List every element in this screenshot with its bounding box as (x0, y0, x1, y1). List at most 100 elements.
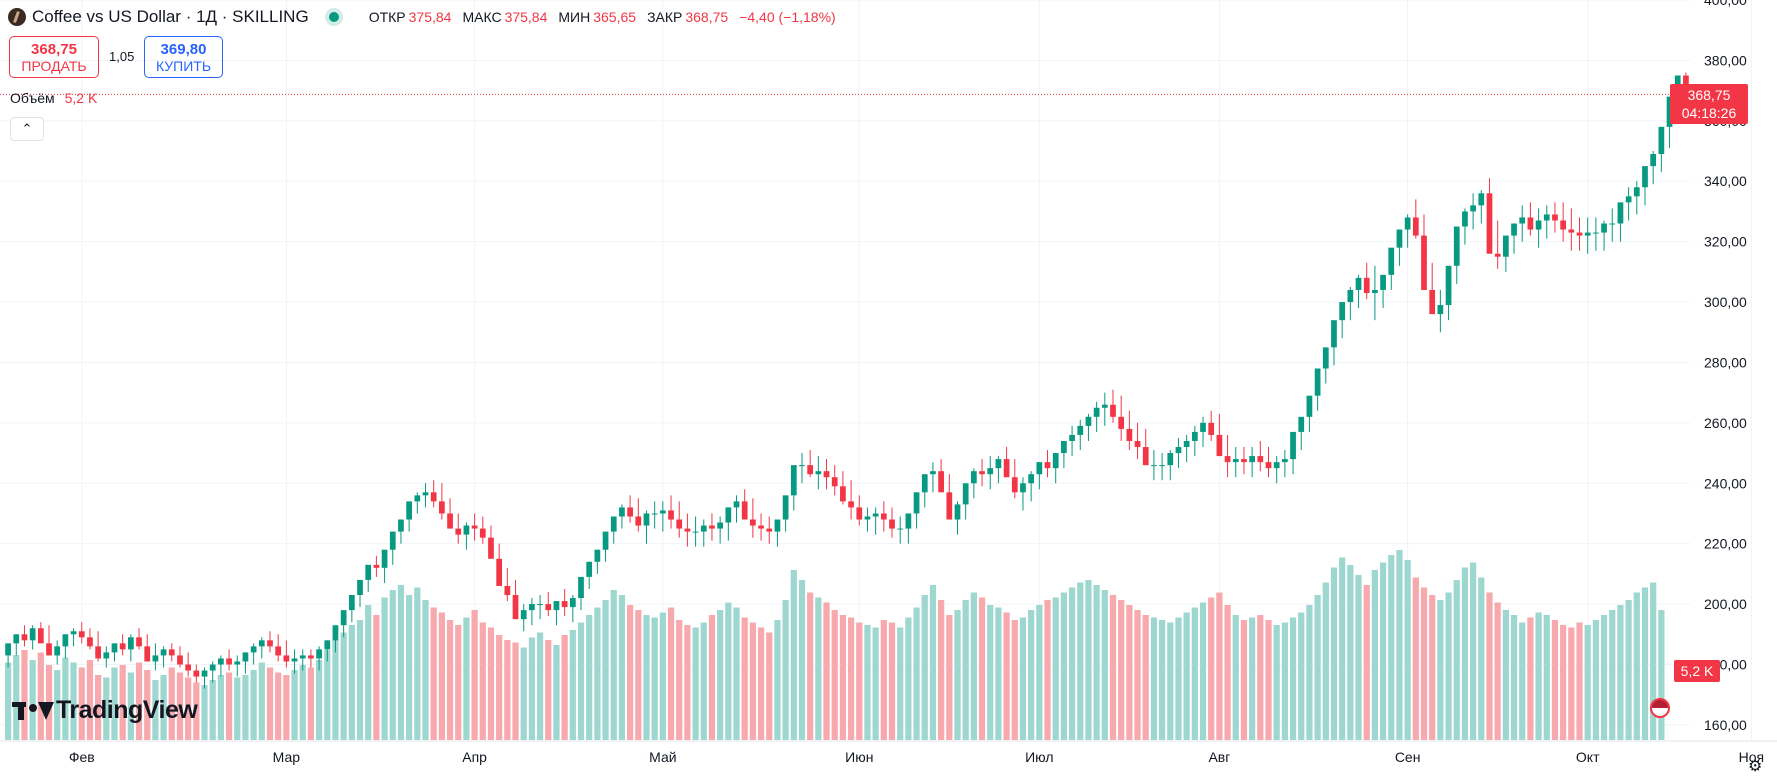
candle-body (921, 474, 928, 493)
volume-bar (1519, 622, 1526, 740)
candle-body (529, 604, 535, 611)
candle-body (1151, 465, 1157, 467)
candle-body (1445, 265, 1452, 306)
volume-bar (774, 620, 781, 740)
candle-body (856, 507, 863, 520)
candle-body (1552, 214, 1558, 221)
candle-body (185, 664, 192, 671)
candle-body (37, 628, 44, 644)
candle-body (95, 646, 101, 659)
candle-body (1666, 96, 1673, 127)
candle-body (168, 649, 175, 656)
y-tick-label: 200,00 (1704, 596, 1747, 612)
candle-body (1339, 302, 1346, 321)
volume-bar (373, 615, 380, 740)
candle-body (987, 468, 994, 475)
volume-bar (766, 632, 773, 740)
volume-bar (504, 640, 511, 740)
candle-body (119, 643, 126, 650)
volume-bar (569, 630, 576, 740)
volume-bar (921, 595, 928, 740)
candle-body (111, 643, 118, 653)
volume-bar (1158, 620, 1166, 740)
candle-body (455, 528, 462, 535)
candle-body (430, 492, 437, 502)
x-tick-label: Июл (1025, 749, 1053, 765)
x-tick-label: Июн (845, 749, 873, 765)
volume-legend[interactable]: Объём 5,2 K (10, 90, 97, 106)
gear-icon[interactable]: ⚙ (1748, 758, 1763, 775)
volume-bar (962, 600, 969, 740)
volume-bar (1142, 615, 1149, 740)
volume-bar (250, 670, 257, 740)
volume-bar (1150, 617, 1158, 740)
volume-bar (741, 617, 748, 740)
volume-bar (798, 580, 806, 740)
volume-bar (700, 622, 707, 740)
volume-bar (1036, 605, 1043, 740)
volume-bar (733, 607, 740, 740)
tradingview-logo[interactable]: TradingView (12, 696, 198, 725)
candle-body (504, 585, 511, 596)
collapse-legend-button[interactable]: ⌃ (10, 117, 44, 141)
volume-bar (471, 610, 478, 740)
sell-button[interactable]: 368,75 ПРОДАТЬ (9, 36, 99, 78)
tradingview-logo-text: TradingView (56, 696, 198, 724)
volume-bar (144, 670, 151, 740)
volume-bar (389, 590, 396, 740)
volume-bar (659, 612, 666, 740)
volume-bar (938, 600, 945, 740)
y-tick-label: 220,00 (1704, 536, 1747, 552)
candle-body (1625, 196, 1632, 203)
candle-body (1290, 431, 1296, 460)
volume-bar (872, 627, 879, 740)
candle-body (659, 510, 666, 514)
candle-body (348, 595, 355, 611)
volume-bar (86, 660, 94, 740)
volume-bar (651, 617, 658, 740)
us-flag-icon[interactable] (1650, 698, 1670, 718)
candle-body (1478, 193, 1485, 206)
volume-bar (847, 617, 855, 740)
candle-body (127, 637, 134, 650)
last-price-value: 368,75 (1687, 87, 1731, 104)
candle-body (897, 528, 904, 530)
volume-bar (1011, 620, 1018, 740)
volume-bar (1028, 610, 1035, 740)
y-tick-label: 260,00 (1704, 415, 1747, 431)
candle-body (463, 525, 470, 535)
candle-body (1396, 229, 1403, 248)
volume-bar (667, 607, 675, 740)
candle-body (962, 483, 969, 505)
buy-button[interactable]: 369,80 КУПИТЬ (144, 36, 223, 78)
candle-body (29, 628, 36, 641)
volume-bar (438, 612, 445, 740)
volume-bar (127, 672, 134, 740)
candle-body (62, 634, 69, 647)
symbol-title[interactable]: Coffee vs US Dollar · 1Д · SKILLING (32, 7, 309, 26)
candle-body (1388, 247, 1395, 275)
volume-bar (381, 597, 388, 740)
volume-bar (1322, 582, 1329, 740)
volume-bar (37, 652, 44, 740)
candle-body (905, 513, 912, 529)
volume-bar (1600, 615, 1608, 740)
volume-bar (1437, 600, 1444, 740)
candle-body (930, 471, 936, 475)
candle-body (758, 525, 764, 529)
candle-body (1101, 404, 1108, 408)
candle-body (1380, 274, 1386, 290)
candle-body (880, 513, 887, 520)
volume-bar (234, 677, 241, 740)
high-value: 375,84 (504, 9, 548, 25)
buy-label: КУПИТЬ (155, 58, 212, 74)
candle-body (1519, 217, 1526, 224)
candle-body (1331, 320, 1337, 348)
market-open-status-icon[interactable] (328, 12, 339, 22)
candle-body (1437, 305, 1444, 315)
candle-body (308, 655, 314, 659)
volume-bar (1355, 575, 1362, 740)
volume-bar (512, 642, 519, 740)
candle-body (1486, 193, 1493, 254)
